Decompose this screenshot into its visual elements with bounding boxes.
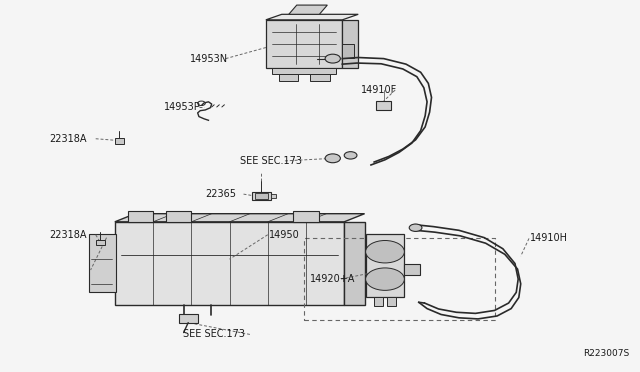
Polygon shape (344, 222, 365, 305)
Circle shape (365, 268, 404, 291)
Polygon shape (278, 74, 298, 81)
Circle shape (365, 241, 404, 263)
Bar (376, 101, 392, 110)
Bar (179, 314, 198, 323)
Text: SEE SEC.173: SEE SEC.173 (241, 156, 302, 166)
Circle shape (325, 54, 340, 63)
Polygon shape (342, 20, 358, 68)
Bar (271, 194, 276, 198)
Text: 22365: 22365 (205, 189, 236, 199)
Bar (374, 296, 383, 306)
Text: 14953N: 14953N (189, 54, 228, 64)
Bar (90, 234, 116, 292)
Text: 14920+A: 14920+A (310, 274, 356, 284)
Bar (127, 211, 153, 222)
Bar (404, 263, 420, 275)
Polygon shape (289, 5, 327, 14)
Text: SEE SEC.173: SEE SEC.173 (183, 330, 245, 339)
Polygon shape (266, 20, 342, 68)
Bar (252, 192, 271, 200)
Bar (255, 193, 268, 199)
Text: 14910H: 14910H (531, 233, 568, 243)
Polygon shape (366, 234, 404, 296)
Circle shape (344, 152, 357, 159)
Bar (166, 211, 191, 222)
Text: 22318A: 22318A (49, 134, 86, 144)
Bar (97, 240, 104, 245)
Circle shape (325, 154, 340, 163)
Text: 14910F: 14910F (362, 85, 397, 95)
Polygon shape (115, 214, 365, 222)
Polygon shape (342, 44, 354, 58)
Bar (115, 138, 124, 144)
Text: 14950: 14950 (269, 230, 300, 240)
Bar (293, 211, 319, 222)
Text: R223007S: R223007S (583, 350, 629, 359)
Text: 14953P: 14953P (164, 102, 200, 112)
Circle shape (409, 224, 422, 231)
Polygon shape (310, 74, 330, 81)
Bar (387, 296, 396, 306)
Polygon shape (115, 222, 344, 305)
Polygon shape (266, 14, 358, 20)
Polygon shape (272, 68, 336, 74)
Text: 22318A: 22318A (49, 230, 86, 240)
